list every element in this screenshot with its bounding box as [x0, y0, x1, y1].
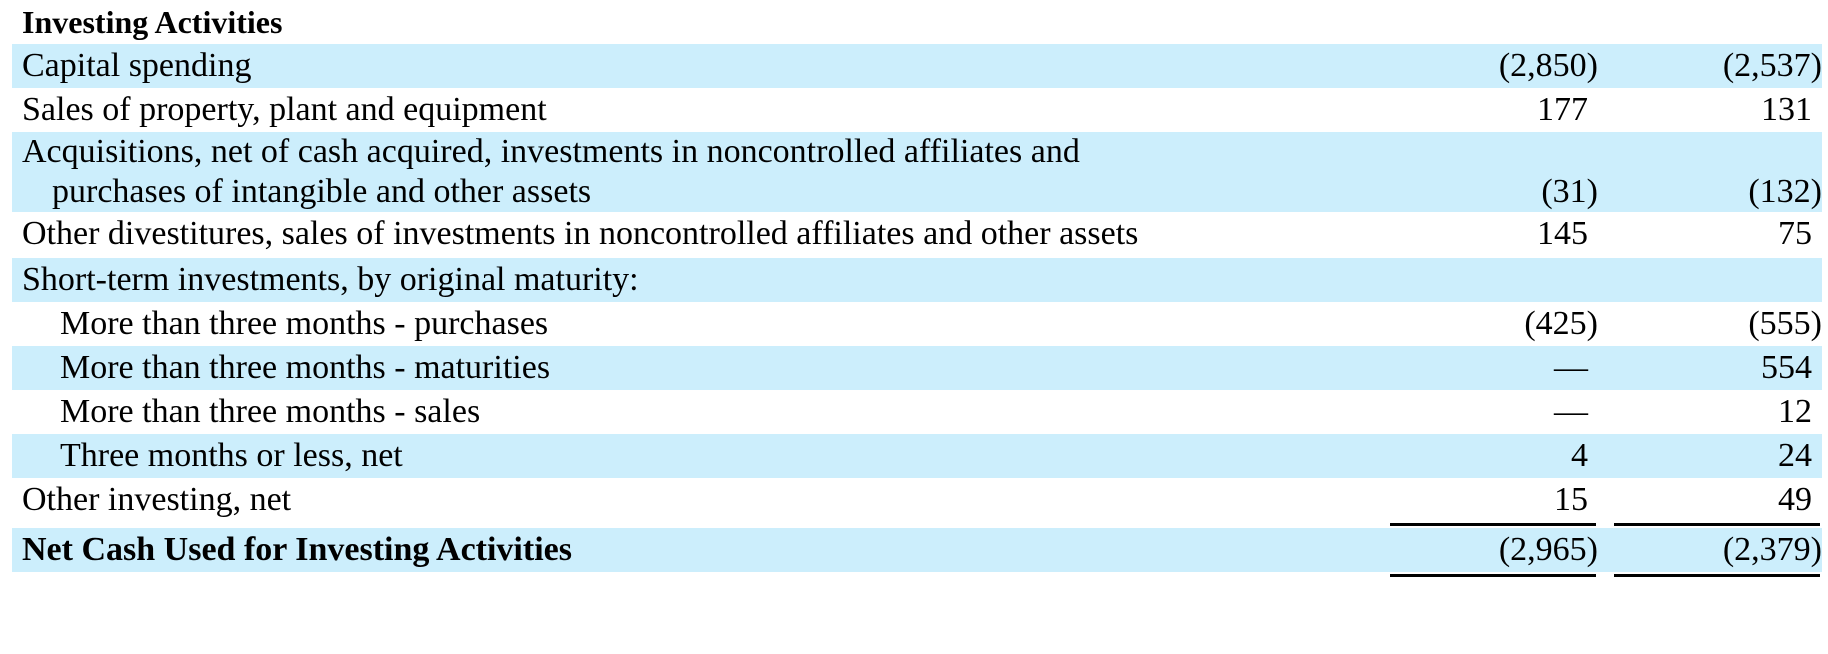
table-row-other-investing: Other investing, net 15 49 — [12, 478, 1822, 522]
row-value-col2: (132) — [1748, 173, 1822, 210]
section-title: Investing Activities — [22, 4, 283, 40]
row-value-col2: 12 — [1778, 393, 1812, 430]
row-label: Sales of property, plant and equipment — [22, 91, 547, 128]
row-value-col1: — — [1554, 393, 1588, 430]
row-value-col2: 131 — [1761, 91, 1812, 128]
subtotal-rule-col1 — [1390, 523, 1596, 526]
total-value-col1: (2,965) — [1498, 531, 1598, 568]
total-value-col2: (2,379) — [1722, 531, 1822, 568]
row-value-col2: (555) — [1748, 305, 1822, 342]
table-row-capital-spending: Capital spending (2,850) (2,537) — [12, 44, 1822, 88]
row-label-line2: purchases of intangible and other assets — [52, 173, 592, 210]
table-row-three-months-or-less: Three months or less, net 4 24 — [12, 434, 1822, 478]
row-value-col1: (2,850) — [1498, 47, 1598, 84]
row-value-col2: (2,537) — [1722, 47, 1822, 84]
row-label: More than three months - purchases — [60, 305, 549, 342]
row-label: Acquisitions, net of cash acquired, inve… — [22, 132, 1080, 212]
row-value-col1: 15 — [1554, 481, 1588, 518]
total-rule-col2 — [1614, 574, 1820, 577]
row-value-col1: — — [1554, 349, 1588, 386]
table-row-short-term-investments-header: Short-term investments, by original matu… — [12, 258, 1822, 302]
table-row-purchases: More than three months - purchases (425)… — [12, 302, 1822, 346]
row-label: More than three months - sales — [60, 393, 481, 430]
row-label: Capital spending — [22, 47, 252, 84]
row-value-col1: (31) — [1541, 173, 1598, 210]
table-row-maturities: More than three months - maturities — 55… — [12, 346, 1822, 390]
table-row-sales: More than three months - sales — 12 — [12, 390, 1822, 434]
row-label: More than three months - maturities — [60, 349, 551, 386]
table-row-other-divestitures: Other divestitures, sales of investments… — [12, 212, 1822, 256]
row-label-line1: Acquisitions, net of cash acquired, inve… — [22, 133, 1080, 170]
row-value-col1: 177 — [1537, 91, 1588, 128]
row-value-col1: 4 — [1571, 437, 1588, 474]
row-label: Short-term investments, by original matu… — [22, 261, 639, 298]
row-value-col2: 554 — [1761, 349, 1812, 386]
row-label: Three months or less, net — [60, 437, 403, 474]
total-label: Net Cash Used for Investing Activities — [22, 531, 572, 568]
row-label: Other divestitures, sales of investments… — [22, 215, 1139, 252]
subtotal-rule-col2 — [1614, 523, 1820, 526]
table-row-sales-ppe: Sales of property, plant and equipment 1… — [12, 88, 1822, 132]
row-value-col1: (425) — [1524, 305, 1598, 342]
row-value-col1: 145 — [1537, 215, 1588, 252]
row-value-col2: 75 — [1778, 215, 1812, 252]
total-rule-col1 — [1390, 574, 1596, 577]
row-label: Other investing, net — [22, 481, 292, 518]
table-row-total: Net Cash Used for Investing Activities (… — [12, 528, 1822, 572]
row-value-col2: 24 — [1778, 437, 1812, 474]
table-row-acquisitions: Acquisitions, net of cash acquired, inve… — [12, 132, 1822, 212]
row-value-col2: 49 — [1778, 481, 1812, 518]
